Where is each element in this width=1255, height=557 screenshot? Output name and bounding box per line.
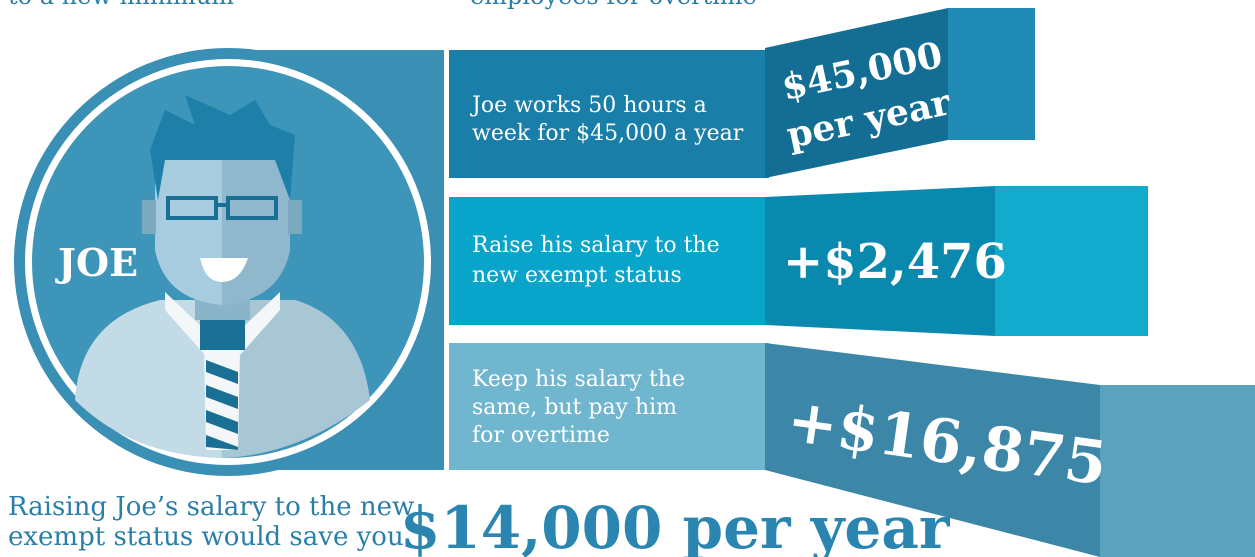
row-description: new exempt status	[472, 263, 682, 288]
row-amount: +$2,476	[783, 234, 1007, 290]
row-description: Raise his salary to the	[472, 233, 720, 258]
row-description: Keep his salary the	[472, 367, 685, 392]
infographic: to a new minimum employees for overtime …	[0, 0, 1255, 557]
savings: $14,000 per year	[400, 494, 951, 557]
amount-block-end	[948, 8, 1035, 140]
amount-block-end	[1100, 385, 1255, 557]
header-fragment: employees for overtime	[470, 0, 757, 10]
header-fragment: to a new minimum	[8, 0, 234, 10]
person-name: JOE	[55, 240, 138, 285]
row-description: same, but pay him	[472, 395, 677, 420]
row-description: week for $45,000 a year	[472, 121, 744, 146]
row-bg	[449, 197, 769, 325]
row-description: for overtime	[472, 423, 610, 448]
amount-block-end	[995, 186, 1148, 336]
footer-text: Raising Joe’s salary to the new	[8, 492, 414, 522]
row-description: Joe works 50 hours a	[470, 93, 707, 118]
footer-text: exempt status would save you	[8, 522, 404, 552]
